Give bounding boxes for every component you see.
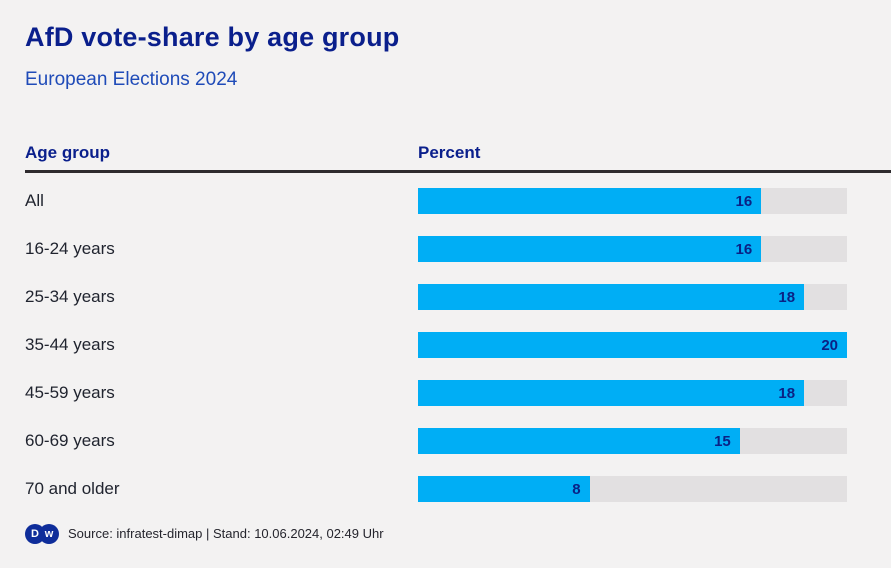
bar-fill: 16 bbox=[418, 188, 762, 214]
chart-rows: All 16 16-24 years 16 25-34 years 18 35-… bbox=[25, 188, 891, 502]
dw-logo: D w bbox=[25, 524, 59, 544]
bar-value-label: 20 bbox=[821, 336, 838, 354]
footer: D w Source: infratest-dimap | Stand: 10.… bbox=[25, 524, 891, 544]
age-group-label: 35-44 years bbox=[25, 335, 115, 354]
bar-track: 18 bbox=[418, 284, 847, 310]
bar-fill: 20 bbox=[418, 332, 847, 358]
age-group-label: 25-34 years bbox=[25, 287, 115, 306]
source-attribution: Source: infratest-dimap | Stand: 10.06.2… bbox=[68, 526, 384, 541]
page-title: AfD vote-share by age group bbox=[25, 22, 400, 52]
bar-track: 15 bbox=[418, 428, 847, 454]
age-group-column-header: Age group bbox=[25, 143, 110, 162]
chart-row: 25-34 years 18 bbox=[25, 284, 891, 310]
bar-track: 18 bbox=[418, 380, 847, 406]
age-group-label: 60-69 years bbox=[25, 431, 115, 450]
chart-row: 70 and older 8 bbox=[25, 476, 891, 502]
bar-fill: 8 bbox=[418, 476, 590, 502]
bar-track: 8 bbox=[418, 476, 847, 502]
bar-track: 16 bbox=[418, 188, 847, 214]
bar-fill: 15 bbox=[418, 428, 740, 454]
header-divider-rule bbox=[25, 170, 891, 173]
bar-value-label: 16 bbox=[735, 240, 753, 258]
page-subtitle: European Elections 2024 bbox=[25, 69, 238, 90]
dw-logo-w-circle: w bbox=[39, 524, 59, 544]
percent-column-header: Percent bbox=[418, 143, 481, 162]
bar-fill: 18 bbox=[418, 284, 805, 310]
bar-value-label: 15 bbox=[714, 432, 731, 450]
chart-row: 35-44 years 20 bbox=[25, 332, 891, 358]
bar-value-label: 16 bbox=[735, 192, 753, 210]
age-group-label: 16-24 years bbox=[25, 239, 115, 258]
age-group-label: 45-59 years bbox=[25, 383, 115, 402]
column-headers: Age group Percent bbox=[25, 143, 891, 163]
bar-value-label: 18 bbox=[778, 384, 796, 402]
chart-row: 45-59 years 18 bbox=[25, 380, 891, 406]
bar-fill: 18 bbox=[418, 380, 805, 406]
chart-row: 60-69 years 15 bbox=[25, 428, 891, 454]
chart-row: 16-24 years 16 bbox=[25, 236, 891, 262]
bar-track: 20 bbox=[418, 332, 847, 358]
age-group-label: All bbox=[25, 191, 44, 210]
bar-track: 16 bbox=[418, 236, 847, 262]
bar-value-label: 18 bbox=[778, 288, 796, 306]
age-group-label: 70 and older bbox=[25, 479, 120, 498]
chart-row: All 16 bbox=[25, 188, 891, 214]
bar-value-label: 8 bbox=[572, 480, 581, 498]
bar-fill: 16 bbox=[418, 236, 762, 262]
